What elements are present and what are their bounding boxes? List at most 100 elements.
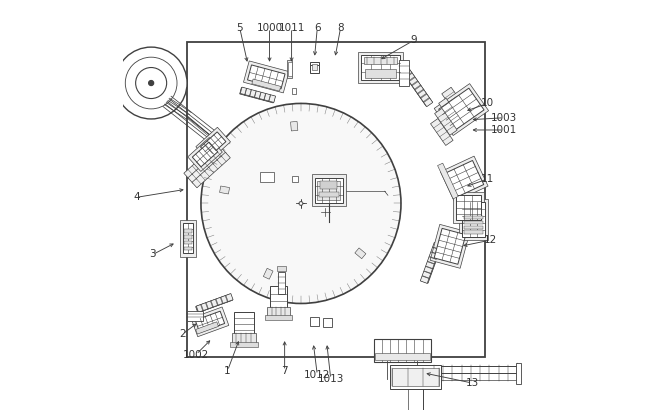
Polygon shape xyxy=(252,79,281,91)
Polygon shape xyxy=(265,315,291,320)
Polygon shape xyxy=(288,62,291,76)
Polygon shape xyxy=(438,163,458,199)
Polygon shape xyxy=(278,272,286,294)
Circle shape xyxy=(299,201,303,206)
Polygon shape xyxy=(179,219,196,257)
Polygon shape xyxy=(288,60,292,78)
Polygon shape xyxy=(439,88,484,131)
Text: 7: 7 xyxy=(282,366,288,376)
Polygon shape xyxy=(459,199,488,240)
Polygon shape xyxy=(184,235,191,239)
Polygon shape xyxy=(248,65,285,89)
Polygon shape xyxy=(260,172,274,182)
Polygon shape xyxy=(516,363,521,384)
Polygon shape xyxy=(184,143,222,179)
Polygon shape xyxy=(196,322,219,334)
Polygon shape xyxy=(464,231,483,234)
Polygon shape xyxy=(263,268,273,279)
Polygon shape xyxy=(310,317,318,326)
Polygon shape xyxy=(464,221,483,224)
Polygon shape xyxy=(399,60,409,86)
Polygon shape xyxy=(403,68,432,106)
Polygon shape xyxy=(462,203,485,237)
Polygon shape xyxy=(453,192,484,223)
Text: 1001: 1001 xyxy=(491,125,517,135)
Polygon shape xyxy=(196,294,233,312)
Polygon shape xyxy=(292,88,295,94)
Polygon shape xyxy=(390,365,441,389)
Text: 1000: 1000 xyxy=(257,23,282,33)
Polygon shape xyxy=(312,175,346,206)
Polygon shape xyxy=(421,242,441,283)
Polygon shape xyxy=(195,311,225,332)
Polygon shape xyxy=(267,307,290,316)
Polygon shape xyxy=(277,266,286,271)
Polygon shape xyxy=(315,178,343,203)
Polygon shape xyxy=(421,242,441,283)
Polygon shape xyxy=(232,333,256,343)
Polygon shape xyxy=(188,148,226,183)
Polygon shape xyxy=(434,83,489,136)
Polygon shape xyxy=(196,293,233,312)
Polygon shape xyxy=(244,61,289,93)
Polygon shape xyxy=(464,216,483,219)
Polygon shape xyxy=(291,121,298,131)
Polygon shape xyxy=(464,226,483,229)
Polygon shape xyxy=(184,229,191,233)
Text: 1012: 1012 xyxy=(304,370,331,380)
Polygon shape xyxy=(270,286,287,309)
Text: 1013: 1013 xyxy=(318,374,344,384)
Polygon shape xyxy=(434,229,466,264)
Polygon shape xyxy=(312,64,317,69)
Polygon shape xyxy=(310,65,319,73)
Text: 5: 5 xyxy=(236,23,243,33)
Bar xyxy=(187,42,485,356)
Polygon shape xyxy=(358,52,403,83)
Polygon shape xyxy=(188,138,222,171)
Polygon shape xyxy=(192,152,231,188)
Polygon shape xyxy=(355,248,366,259)
Text: 3: 3 xyxy=(149,249,156,259)
Text: 1003: 1003 xyxy=(491,113,517,123)
Polygon shape xyxy=(196,127,231,161)
Polygon shape xyxy=(219,186,229,194)
Polygon shape xyxy=(319,192,339,197)
Polygon shape xyxy=(229,342,258,347)
Text: 6: 6 xyxy=(314,23,320,33)
Polygon shape xyxy=(445,160,484,197)
Polygon shape xyxy=(421,242,442,283)
Circle shape xyxy=(149,81,153,85)
Text: 1011: 1011 xyxy=(278,23,305,33)
Text: 4: 4 xyxy=(133,192,140,202)
Polygon shape xyxy=(364,57,397,64)
Polygon shape xyxy=(200,132,226,157)
Text: 8: 8 xyxy=(337,23,344,33)
Bar xyxy=(291,176,298,182)
Text: 1002: 1002 xyxy=(183,349,209,360)
Circle shape xyxy=(136,67,166,99)
Polygon shape xyxy=(403,69,432,106)
Polygon shape xyxy=(435,109,457,135)
Text: 9: 9 xyxy=(411,35,417,45)
Polygon shape xyxy=(403,69,433,107)
Polygon shape xyxy=(373,339,431,362)
Polygon shape xyxy=(441,87,466,115)
Polygon shape xyxy=(187,311,203,321)
Circle shape xyxy=(299,202,303,205)
Polygon shape xyxy=(234,312,253,336)
Polygon shape xyxy=(240,87,276,102)
Text: 12: 12 xyxy=(483,235,496,245)
Polygon shape xyxy=(184,247,191,250)
Polygon shape xyxy=(440,156,488,202)
Polygon shape xyxy=(323,318,331,327)
Polygon shape xyxy=(191,307,229,337)
Polygon shape xyxy=(365,69,396,78)
Polygon shape xyxy=(320,181,337,189)
Circle shape xyxy=(125,57,177,109)
Circle shape xyxy=(115,47,187,119)
Polygon shape xyxy=(196,294,233,313)
Polygon shape xyxy=(184,241,191,245)
Text: 11: 11 xyxy=(481,174,494,184)
Polygon shape xyxy=(240,88,275,103)
Circle shape xyxy=(201,104,401,303)
